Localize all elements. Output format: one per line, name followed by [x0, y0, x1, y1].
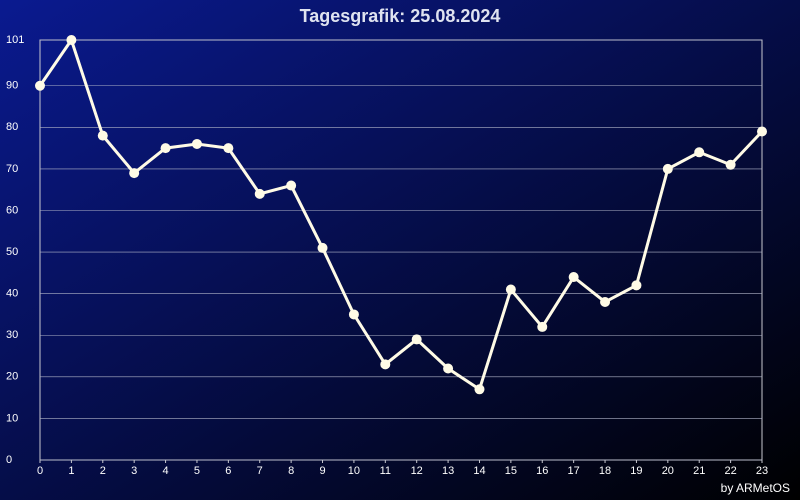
x-tick-label: 20 — [662, 465, 674, 477]
x-tick-label: 17 — [568, 465, 580, 477]
x-tick-label: 9 — [319, 465, 325, 477]
x-tick-label: 5 — [194, 465, 200, 477]
x-tick-label: 2 — [100, 465, 106, 477]
data-point — [411, 334, 422, 345]
y-tick-label: 80 — [6, 121, 18, 133]
chart-title: Tagesgrafik: 25.08.2024 — [300, 6, 501, 26]
data-point — [160, 143, 171, 154]
y-tick-label: 60 — [6, 204, 18, 216]
x-tick-label: 4 — [163, 465, 169, 477]
data-point — [600, 296, 611, 307]
data-point — [757, 126, 767, 137]
data-point — [474, 384, 485, 395]
data-point — [191, 138, 202, 149]
data-point — [725, 159, 736, 170]
data-point — [97, 130, 108, 141]
y-tick-label: 0 — [6, 454, 12, 466]
y-tick-label: 50 — [6, 246, 18, 258]
x-tick-label: 11 — [380, 465, 391, 477]
x-tick-label: 19 — [630, 465, 642, 477]
x-tick-label: 3 — [131, 465, 137, 477]
data-point — [443, 363, 454, 374]
x-tick-label: 15 — [505, 465, 517, 477]
data-point — [505, 284, 516, 295]
x-tick-label: 21 — [693, 465, 705, 477]
y-tick-label: 30 — [6, 329, 18, 341]
data-point — [348, 309, 359, 320]
y-tick-label: 20 — [6, 371, 18, 383]
data-point — [631, 280, 642, 291]
y-tick-label: 40 — [6, 288, 18, 300]
y-tick-label: 90 — [6, 80, 18, 92]
x-tick-label: 0 — [37, 465, 43, 477]
data-point — [35, 80, 45, 91]
x-tick-label: 22 — [724, 465, 736, 477]
data-point — [380, 359, 391, 370]
x-tick-label: 7 — [257, 465, 263, 477]
footer: by ARMetOS — [721, 481, 790, 495]
y-tick-label: 70 — [6, 163, 18, 175]
y-tick-label: 101 — [6, 34, 24, 46]
x-tick-label: 8 — [288, 465, 294, 477]
x-tick-label: 12 — [411, 465, 423, 477]
data-point — [286, 180, 297, 191]
data-line — [38, 36, 764, 392]
x-tick-label: 16 — [536, 465, 548, 477]
data-point — [317, 242, 328, 253]
data-point — [129, 168, 140, 179]
x-tick-label: 13 — [442, 465, 454, 477]
x-tick-label: 1 — [68, 465, 74, 477]
data-point — [223, 143, 234, 154]
data-point — [568, 272, 579, 283]
y-tick-label: 10 — [6, 412, 18, 424]
x-tick-label: 14 — [473, 465, 485, 477]
x-tick-label: 18 — [599, 465, 611, 477]
data-point — [694, 147, 705, 158]
x-tick-label: 6 — [225, 465, 231, 477]
x-tick-label: 10 — [348, 465, 360, 477]
data-point — [66, 35, 77, 45]
data-point — [254, 188, 265, 199]
data-point — [662, 163, 673, 174]
data-point — [537, 321, 548, 332]
x-tick-label: 23 — [756, 465, 768, 477]
